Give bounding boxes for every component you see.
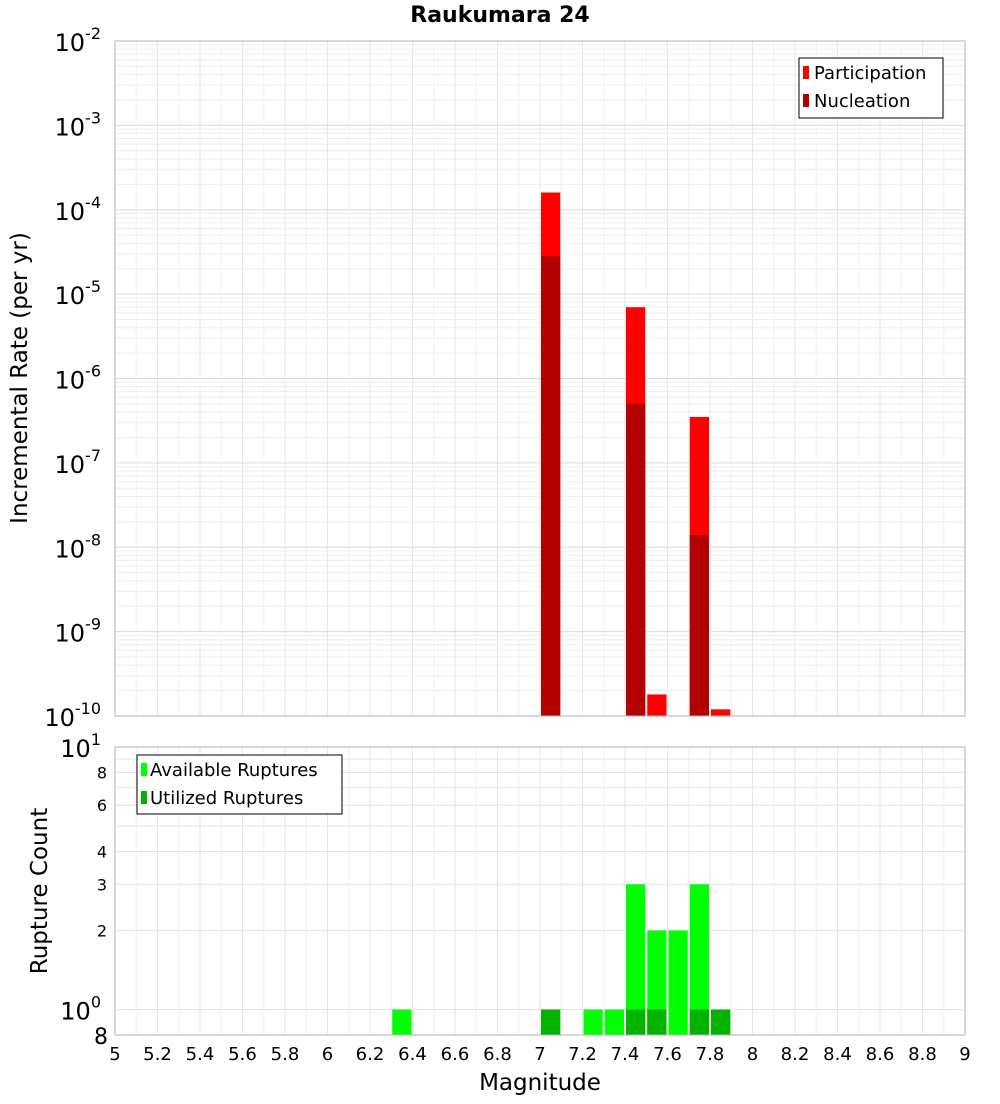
- x-tick-label: 6.4: [398, 1044, 427, 1065]
- x-tick-label: 8.4: [823, 1044, 852, 1065]
- available-ruptures-bar: [668, 930, 688, 1035]
- bottom-y-minor-tick-label: 8: [94, 1025, 108, 1050]
- x-tick-label: 8.8: [908, 1044, 937, 1065]
- participation-bar: [711, 709, 731, 716]
- bottom-y-minor-tick-label: 3: [97, 875, 107, 894]
- top-y-tick-label: 10-5: [55, 277, 102, 310]
- available-ruptures-bar: [392, 1009, 412, 1035]
- available-ruptures-bar: [583, 1009, 603, 1035]
- x-tick-label: 8.2: [781, 1044, 810, 1065]
- legend-swatch: [803, 94, 809, 107]
- utilized-ruptures-bar: [689, 1009, 709, 1035]
- nucleation-bar: [689, 534, 709, 716]
- nucleation-bar: [541, 256, 561, 716]
- legend-swatch: [141, 763, 147, 776]
- legend-swatch: [141, 791, 147, 804]
- x-tick-label: 8: [747, 1044, 758, 1065]
- utilized-ruptures-bar: [711, 1009, 731, 1035]
- bottom-y-tick-label: 101: [60, 730, 101, 763]
- available-ruptures-bar: [626, 884, 646, 1035]
- participation-bar: [647, 694, 667, 716]
- x-tick-label: 5: [109, 1044, 120, 1065]
- bottom-y-minor-tick-label: 4: [97, 842, 107, 861]
- x-tick-label: 5.4: [186, 1044, 215, 1065]
- nucleation-bar: [626, 403, 646, 716]
- bottom-y-axis-label: Rupture Count: [27, 808, 53, 974]
- utilized-ruptures-bar: [541, 1009, 561, 1035]
- legend-label: Nucleation: [814, 91, 910, 112]
- top-y-axis-label: Incremental Rate (per yr): [7, 232, 33, 524]
- legend-swatch: [803, 66, 809, 79]
- top-y-tick-label: 10-3: [55, 108, 102, 141]
- bottom-y-minor-tick-label: 2: [97, 922, 107, 941]
- x-tick-label: 5.2: [143, 1044, 172, 1065]
- x-tick-label: 7: [534, 1044, 545, 1065]
- available-ruptures-bar: [689, 884, 709, 1035]
- bottom-y-minor-tick-label: 6: [97, 796, 107, 815]
- top-y-tick-label: 10-7: [55, 446, 102, 479]
- bottom-y-tick-label: 100: [60, 993, 101, 1026]
- available-ruptures-bar: [647, 930, 667, 1035]
- x-tick-label: 9: [959, 1044, 970, 1065]
- legend-label: Utilized Ruptures: [150, 788, 303, 809]
- available-ruptures-bar: [604, 1009, 624, 1035]
- top-legend-box: [798, 57, 944, 119]
- top-y-tick-label: 10-4: [55, 193, 102, 226]
- bottom-plot-border: [114, 746, 966, 1036]
- x-tick-label: 5.6: [228, 1044, 257, 1065]
- legend-label: Available Ruptures: [150, 760, 318, 781]
- x-tick-label: 7.8: [696, 1044, 725, 1065]
- x-tick-label: 6.2: [356, 1044, 385, 1065]
- x-tick-label: 7.2: [568, 1044, 597, 1065]
- utilized-ruptures-bar: [626, 1009, 646, 1035]
- top-y-tick-label: 10-2: [55, 24, 102, 57]
- bottom-legend-box: [136, 754, 343, 815]
- top-y-tick-label: 10-9: [55, 615, 102, 648]
- top-y-tick-label: 10-6: [55, 362, 102, 395]
- bottom-y-minor-tick-label: 8: [97, 763, 107, 782]
- x-tick-label: 5.8: [271, 1044, 300, 1065]
- x-tick-label: 7.6: [653, 1044, 682, 1065]
- top-y-tick-label: 10-8: [55, 530, 102, 563]
- x-tick-label: 6.8: [483, 1044, 512, 1065]
- top-legend: Participation Nucleation: [798, 57, 944, 119]
- legend-label: Participation: [814, 63, 926, 84]
- top-y-tick-label: 10-10: [44, 699, 101, 732]
- top-plot-border: [114, 40, 966, 717]
- x-tick-label: 8.6: [866, 1044, 895, 1065]
- bottom-legend: Available Ruptures Utilized Ruptures: [136, 754, 343, 815]
- x-tick-label: 6.6: [441, 1044, 470, 1065]
- x-tick-label: 7.4: [611, 1044, 640, 1065]
- x-tick-label: 6: [322, 1044, 333, 1065]
- chart-title: Raukumara 24: [410, 3, 589, 28]
- x-axis-label: Magnitude: [479, 1070, 601, 1096]
- utilized-ruptures-bar: [647, 1009, 667, 1035]
